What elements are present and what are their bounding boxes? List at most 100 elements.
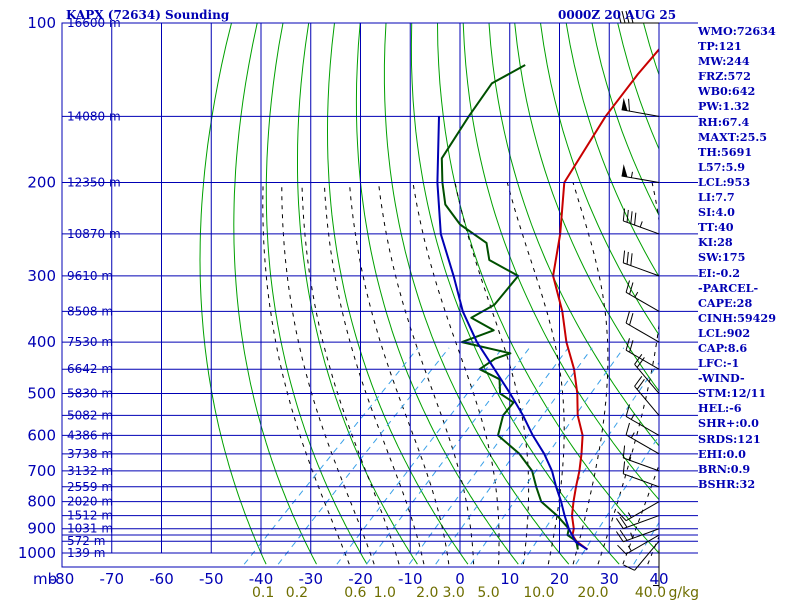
mixing-ratio-unit: g/kg [668,585,699,600]
index-line: -PARCEL- [698,280,759,295]
index-line: BSHR:32 [698,476,756,491]
wind-barb-flag [629,313,634,326]
mixing-ratio-label: 20.0 [577,585,608,600]
wind-barb [617,534,660,555]
wind-barb-staff [634,540,660,571]
wind-barb-flag [634,354,643,365]
dry-adiabat [265,23,368,565]
wind-barb [625,311,660,343]
temperature-tick-label: -80 [50,570,75,588]
mixing-ratio-label: 0.2 [286,585,308,600]
wind-barb-flag [625,311,630,324]
dry-adiabat [514,23,659,392]
height-label: 1512 m [67,509,113,523]
pressure-tick-label: 400 [27,333,56,351]
wind-barb-half-flag [630,532,634,539]
wind-barb [623,540,660,571]
pressure-tick-label: 900 [27,520,56,538]
wind-barb-flag [634,375,643,387]
wind-barb [622,461,660,488]
wind-barb-staff [625,291,660,312]
index-line: EI:-0.2 [698,265,740,280]
wind-barb-staff [625,349,660,370]
wind-barb-flag [617,10,622,24]
temperature-tick-label: -40 [249,570,274,588]
dry-adiabat [437,23,659,554]
moist-adiabat [378,182,475,565]
index-line: -WIND- [698,371,745,386]
height-label: 4386 m [67,428,113,442]
temperature-tick-label: 30 [600,570,619,588]
height-label: 5830 m [67,386,113,400]
index-line: WMO:72634 [698,24,776,38]
height-label: 5082 m [67,408,113,422]
stability-index-panel: WMO:72634 TP:121 MW:244 FRZ:572 WB0:642 PW:1.… [698,24,800,492]
wind-barb-flag [615,518,624,529]
wind-barb [621,164,660,184]
temperature-tick-label: -10 [398,570,423,588]
wind-barb-flag [623,564,635,571]
wind-barb-staff [621,175,660,184]
height-label: 2559 m [67,480,113,494]
dry-adiabat [462,23,659,501]
temperature-tick-label: -20 [348,570,373,588]
wind-barb-flag [625,422,630,435]
wind-barb-staff [625,501,660,522]
mixing-ratio-label: 0.1 [252,585,274,600]
index-line: LFC:-1 [698,356,740,371]
height-label: 10870 m [67,227,121,241]
index-line: RH:67.4 [698,114,750,129]
valid-time: 0000Z 20 AUG 25 [558,8,677,22]
wind-barb-flag [625,404,630,417]
moist-adiabat [281,182,375,565]
wind-barb-staff [621,109,660,117]
pressure-tick-label: 500 [27,384,56,402]
mixing-ratio-label: 3.0 [443,585,465,600]
index-line: BRN:0.9 [698,461,751,476]
dry-adiabat [540,23,659,336]
wind-barb-flag [622,445,626,458]
wind-barb-staff [623,473,660,488]
height-label: 7530 m [67,335,113,349]
moist-adiabat [412,182,500,565]
wind-barb-flag [634,212,637,226]
wind-barb-column [615,10,660,588]
wind-barb [625,280,660,312]
pressure-tick-label: 200 [27,174,56,192]
height-label: 8508 m [67,304,113,318]
wind-barb-staff [625,322,660,343]
wind-barb-flag [629,282,634,295]
wind-barb [621,97,660,117]
wind-barb-flag [619,529,628,541]
wind-barb-flag [617,544,627,555]
dry-adiabat [410,23,620,565]
temperature-tick-label: -50 [199,570,224,588]
moist-adiabat [572,182,609,565]
temperature-tick-label: 20 [550,570,569,588]
wind-barb-staff [625,534,660,555]
index-line: TT:40 [698,220,734,235]
wind-barb [617,10,659,24]
pressure-tick-label: 1000 [18,544,56,562]
x-axis-title: mb [33,570,57,588]
height-label: 572 m [67,534,105,548]
wind-barb [625,422,660,455]
wind-barb-flag [622,208,626,221]
mixing-ratio-line [366,347,530,565]
index-line: SRDS:121 [698,431,761,446]
wind-barb-staff [623,515,660,530]
index-line: PW:1.32 [698,99,750,114]
wind-barb-half-flag [639,221,643,228]
wind-barb [625,404,660,436]
index-line: HEL:-6 [698,401,742,416]
mixing-ratio-line [408,347,569,565]
moist-adiabat [301,182,400,565]
wind-barb-half-flag [628,454,632,461]
dry-adiabat [383,23,570,565]
height-label: 6642 m [67,362,113,376]
index-line: LCL:902 [698,325,751,340]
height-label: 9610 m [67,269,113,283]
wind-barb-staff [623,262,660,277]
diagram-frame [61,22,698,568]
